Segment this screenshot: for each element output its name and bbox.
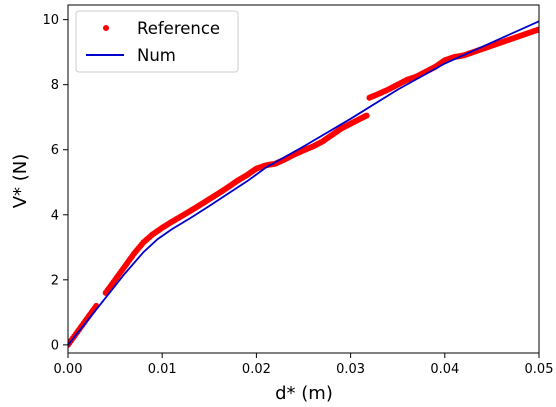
reference-point: [363, 112, 370, 119]
x-tick-label: 0.00: [54, 362, 83, 377]
x-tick-label: 0.01: [148, 362, 177, 377]
x-tick-label: 0.02: [242, 362, 271, 377]
legend-num-label: Num: [137, 46, 176, 65]
x-tick-label: 0.03: [336, 362, 365, 377]
y-axis-label: V* (N): [10, 154, 31, 209]
legend-reference-marker-icon: [103, 25, 109, 31]
y-tick-label: 4: [51, 208, 59, 223]
reference-series: [68, 26, 539, 348]
plot-area: [68, 20, 539, 348]
x-axis-label: d* (m): [275, 383, 333, 404]
series-group: [68, 20, 539, 348]
reference-point: [536, 26, 539, 33]
y-tick-label: 0: [51, 338, 59, 353]
legend-reference-label: Reference: [137, 19, 220, 38]
y-tick-label: 8: [51, 78, 59, 93]
legend: Reference Num: [75, 10, 239, 73]
y-tick-label: 10: [42, 13, 59, 28]
axes: 0.00 0.01 0.02 0.03 0.04 0.05 0 2 4 6 8 10: [42, 4, 554, 377]
legend-box: [75, 10, 239, 73]
num-series-line: [68, 20, 539, 346]
plot-frame: [67, 4, 540, 354]
y-tick-label: 2: [51, 273, 59, 288]
x-tick-label: 0.05: [525, 362, 554, 377]
y-tick-label: 6: [51, 143, 59, 158]
x-tick-label: 0.04: [430, 362, 459, 377]
